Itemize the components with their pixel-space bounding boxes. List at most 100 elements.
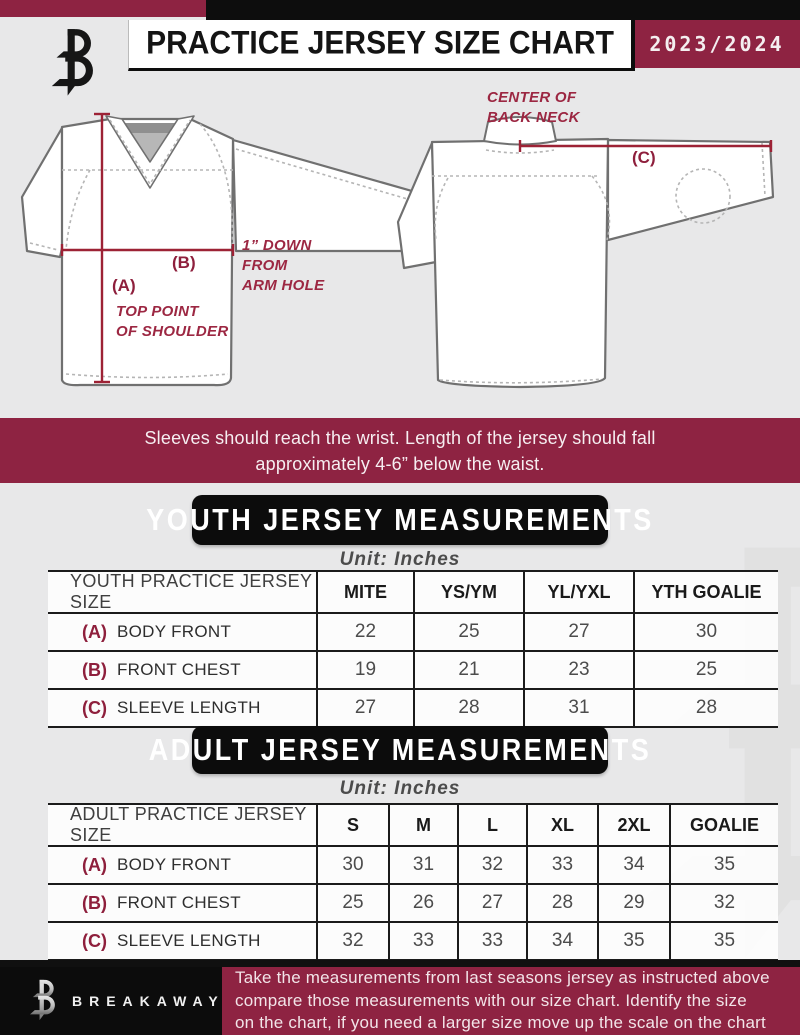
row-key: (B) xyxy=(82,892,107,913)
table-row-label: (B) FRONT CHEST xyxy=(48,652,316,690)
back-neck-note-line2: BACK NECK xyxy=(487,109,580,126)
front-label-a: (A) xyxy=(112,276,136,295)
adult-header-cell: GOALIE xyxy=(669,803,778,847)
row-name: FRONT CHEST xyxy=(117,660,241,679)
table-cell: 29 xyxy=(597,885,669,923)
table-row-label: (C) SLEEVE LENGTH xyxy=(48,690,316,728)
youth-section-banner: YOUTH JERSEY MEASUREMENTS xyxy=(146,495,651,545)
footer-instruction-line1: Take the measurements from last seasons … xyxy=(235,968,770,988)
adult-header-cell: XL xyxy=(526,803,597,847)
youth-header-cell: MITE xyxy=(316,570,413,614)
table-cell: 33 xyxy=(526,847,597,885)
youth-header-cell: YS/YM xyxy=(413,570,523,614)
footer-instruction-line2: compare those measurements with our size… xyxy=(235,990,747,1010)
page-title-box: PRACTICE JERSEY SIZE CHART xyxy=(128,20,635,71)
row-name: FRONT CHEST xyxy=(117,893,241,912)
footer-instructions: Take the measurements from last seasons … xyxy=(222,967,800,1035)
table-cell: 30 xyxy=(316,847,388,885)
row-name: BODY FRONT xyxy=(117,622,232,641)
page-title: PRACTICE JERSEY SIZE CHART xyxy=(146,25,614,62)
row-name: SLEEVE LENGTH xyxy=(117,931,261,950)
adult-unit-label: Unit: Inches xyxy=(339,778,461,799)
table-cell: 33 xyxy=(457,923,526,961)
table-cell: 27 xyxy=(523,614,633,652)
table-cell: 22 xyxy=(316,614,413,652)
season-label: 2023/2024 xyxy=(649,32,785,56)
adult-size-table: ADULT PRACTICE JERSEY SIZE S M L XL 2XL … xyxy=(48,803,778,961)
header-black-strip xyxy=(206,0,800,21)
row-name: SLEEVE LENGTH xyxy=(117,698,261,717)
row-key: (C) xyxy=(82,697,107,718)
back-neck-note: CENTER OF BACK NECK xyxy=(487,88,580,128)
youth-header-cell: YTH GOALIE xyxy=(633,570,778,614)
breakaway-logo-icon xyxy=(44,26,96,102)
table-cell: 35 xyxy=(597,923,669,961)
back-jersey-diagram xyxy=(396,116,775,389)
table-cell: 33 xyxy=(388,923,457,961)
row-key: (A) xyxy=(82,854,107,875)
table-cell: 26 xyxy=(388,885,457,923)
youth-size-table: YOUTH PRACTICE JERSEY SIZE MITE YS/YM YL… xyxy=(48,570,778,728)
adult-header-cell: 2XL xyxy=(597,803,669,847)
footer-brand-panel: BREAKAWAY xyxy=(0,967,222,1035)
front-note-b: 1” DOWN FROM ARM HOLE xyxy=(242,236,324,296)
front-note-a-line2: OF SHOULDER xyxy=(116,323,229,340)
table-cell: 23 xyxy=(523,652,633,690)
header-red-strip xyxy=(0,0,206,17)
youth-unit-label: Unit: Inches xyxy=(339,549,461,570)
adult-banner-label: ADULT JERSEY MEASUREMENTS xyxy=(148,732,652,767)
table-cell: 19 xyxy=(316,652,413,690)
back-label-c: (C) xyxy=(632,148,656,167)
table-cell: 32 xyxy=(316,923,388,961)
front-jersey-diagram xyxy=(20,112,435,387)
table-cell: 30 xyxy=(633,614,778,652)
table-cell: 32 xyxy=(457,847,526,885)
front-note-b-line3: ARM HOLE xyxy=(242,277,325,294)
table-cell: 35 xyxy=(669,847,778,885)
front-note-b-line2: FROM xyxy=(242,257,288,274)
row-name: BODY FRONT xyxy=(117,855,232,874)
fit-notice-banner: Sleeves should reach the wrist. Length o… xyxy=(0,418,800,483)
table-cell: 21 xyxy=(413,652,523,690)
youth-banner-label: YOUTH JERSEY MEASUREMENTS xyxy=(146,502,654,537)
table-cell: 31 xyxy=(523,690,633,728)
table-cell: 34 xyxy=(526,923,597,961)
measurement-line-b xyxy=(60,244,235,256)
adult-header-cell: M xyxy=(388,803,457,847)
table-cell: 25 xyxy=(413,614,523,652)
table-row-label: (B) FRONT CHEST xyxy=(48,885,316,923)
table-cell: 34 xyxy=(597,847,669,885)
table-cell: 35 xyxy=(669,923,778,961)
table-cell: 27 xyxy=(457,885,526,923)
table-cell: 31 xyxy=(388,847,457,885)
youth-header-cell: YOUTH PRACTICE JERSEY SIZE xyxy=(48,570,316,614)
row-key: (B) xyxy=(82,659,107,680)
front-label-b: (B) xyxy=(172,253,196,272)
brand-name: BREAKAWAY xyxy=(72,993,225,1009)
row-key: (C) xyxy=(82,930,107,951)
measurement-line-c xyxy=(518,140,773,152)
back-neck-note-line1: CENTER OF xyxy=(487,89,577,106)
measurement-line-a xyxy=(94,112,110,384)
adult-header-cell: S xyxy=(316,803,388,847)
adult-header-cell: ADULT PRACTICE JERSEY SIZE xyxy=(48,803,316,847)
season-badge: 2023/2024 xyxy=(634,20,800,68)
front-note-a-line1: TOP POINT xyxy=(116,303,199,320)
table-cell: 28 xyxy=(633,690,778,728)
front-note-b-line1: 1” DOWN xyxy=(242,237,312,254)
table-cell: 32 xyxy=(669,885,778,923)
footer-instruction-line3: on the chart, if you need a larger size … xyxy=(235,1013,766,1033)
jersey-diagrams xyxy=(20,112,775,389)
front-note-a: TOP POINT OF SHOULDER xyxy=(116,302,228,342)
table-row-label: (C) SLEEVE LENGTH xyxy=(48,923,316,961)
table-row-label: (A) BODY FRONT xyxy=(48,614,316,652)
table-cell: 25 xyxy=(633,652,778,690)
table-cell: 28 xyxy=(413,690,523,728)
breakaway-logo-icon xyxy=(24,978,58,1024)
table-cell: 25 xyxy=(316,885,388,923)
adult-header-cell: L xyxy=(457,803,526,847)
fit-notice-line1: Sleeves should reach the wrist. Length o… xyxy=(144,427,656,448)
row-key: (A) xyxy=(82,621,107,642)
footer-divider xyxy=(0,960,800,967)
